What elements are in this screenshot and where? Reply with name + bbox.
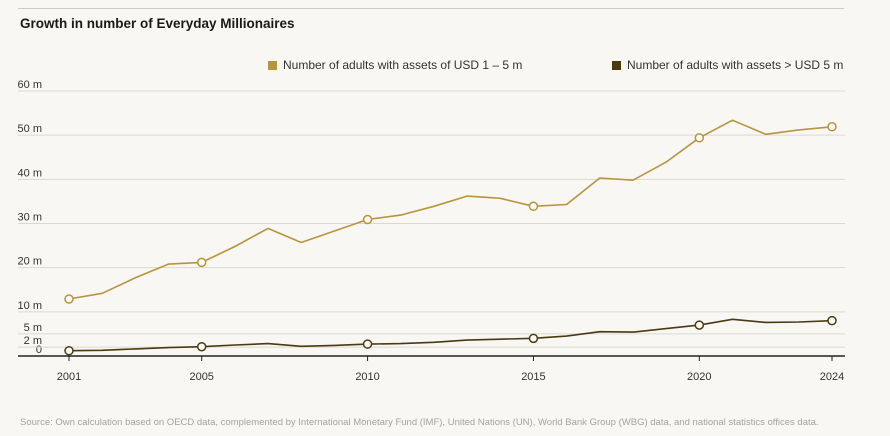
legend-label-series-2: Number of adults with assets > USD 5 m: [627, 58, 844, 72]
legend-label-series-1: Number of adults with assets of USD 1 – …: [283, 58, 523, 72]
y-tick-label: 10 m: [18, 300, 42, 312]
x-tick-label: 2020: [687, 371, 711, 383]
y-tick-label: 0: [36, 344, 42, 356]
top-rule: [18, 8, 844, 9]
y-tick-label: 40 m: [18, 167, 42, 179]
source-note: Source: Own calculation based on OECD da…: [20, 417, 819, 428]
series-2-marker: [694, 320, 705, 330]
legend-swatch-series-1: [268, 60, 277, 70]
y-tick-label: 30 m: [18, 212, 42, 224]
series-1-marker: [362, 214, 373, 225]
series-1-marker: [196, 257, 207, 268]
series-2-marker: [528, 333, 539, 344]
legend-swatch-series-2: [612, 60, 621, 70]
y-tick-label: 50 m: [18, 123, 42, 135]
series-1-marker: [694, 133, 705, 143]
series-1-marker: [64, 294, 74, 304]
series-line-2: [68, 318, 833, 352]
series-line-1: [68, 119, 833, 300]
legend-item-series-1: Number of adults with assets of USD 1 – …: [268, 58, 522, 72]
legend-item-series-2: Number of adults with assets > USD 5 m: [612, 58, 843, 72]
y-tick-label: 2 m: [24, 335, 42, 347]
series-1-marker: [528, 201, 539, 212]
series-2-marker: [362, 339, 373, 349]
legend: Number of adults with assets of USD 1 – …: [0, 58, 890, 76]
x-tick-label: 2001: [57, 371, 81, 383]
series-1-marker: [827, 122, 837, 132]
series-2-marker: [827, 315, 837, 326]
y-tick-label: 5 m: [24, 322, 42, 334]
x-tick-label: 2015: [521, 371, 545, 383]
series-2-marker: [64, 345, 74, 356]
x-tick-label: 2024: [820, 371, 844, 383]
y-tick-label: 60 m: [18, 79, 42, 91]
y-tick-label: 20 m: [18, 256, 42, 268]
x-tick-label: 2005: [189, 371, 213, 383]
x-tick-label: 2010: [355, 371, 379, 383]
chart-title: Growth in number of Everyday Millionaire…: [20, 16, 295, 31]
series-2-marker: [196, 341, 207, 352]
